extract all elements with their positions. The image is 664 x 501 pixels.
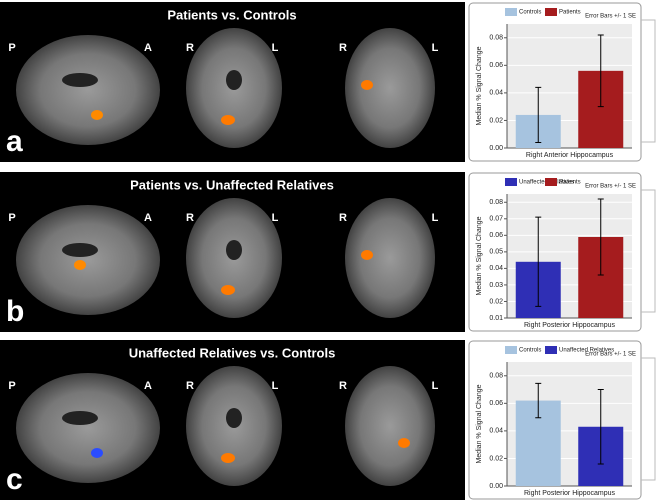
y-axis-label: Median % Signal Change <box>476 46 483 125</box>
legend-label: Patients <box>559 180 581 186</box>
note: Error Bars +/- 1 SE <box>585 352 636 358</box>
legend-label: Patients <box>559 10 581 16</box>
y-tick-label: 0.00 <box>489 483 503 490</box>
orientation-label: R <box>186 380 194 392</box>
y-tick-label: 0.02 <box>489 117 503 124</box>
panel-letter: b <box>6 295 24 328</box>
legend-label: Controls <box>519 10 541 16</box>
y-tick-label: 0.02 <box>489 298 503 305</box>
ventricle <box>226 408 242 428</box>
y-tick-label: 0.06 <box>489 400 503 407</box>
legend-swatch <box>545 8 557 16</box>
brain-sagittal <box>16 205 160 315</box>
brain-sagittal <box>16 373 160 483</box>
orientation-label: A <box>144 380 152 392</box>
legend-swatch <box>505 178 517 186</box>
panel-title: Patients vs. Unaffected Relatives <box>130 177 334 192</box>
y-tick-label: 0.04 <box>489 265 503 272</box>
panel-title: Unaffected Relatives vs. Controls <box>129 345 336 360</box>
activation <box>221 285 235 295</box>
panel-title: Patients vs. Controls <box>167 7 296 22</box>
orientation-label: P <box>8 212 15 224</box>
y-tick-label: 0.07 <box>489 216 503 223</box>
activation <box>221 453 235 463</box>
activation <box>74 260 86 270</box>
activation <box>91 448 103 458</box>
y-axis-label: Median % Signal Change <box>476 384 483 463</box>
orientation-label: R <box>339 212 347 224</box>
error-bar <box>535 216 542 307</box>
error-bar <box>597 389 604 465</box>
ventricle <box>62 73 98 87</box>
activation <box>91 110 103 120</box>
legend-label: Unaffected Relatives <box>559 348 614 354</box>
legend-label: Controls <box>519 348 541 354</box>
error-bar <box>597 198 604 276</box>
y-tick-label: 0.06 <box>489 62 503 69</box>
note: Error Bars +/- 1 SE <box>585 184 636 190</box>
brain-axial <box>345 28 435 148</box>
brain-sagittal <box>16 35 160 145</box>
orientation-label: A <box>144 212 152 224</box>
y-tick-label: 0.05 <box>489 249 503 256</box>
y-tick-label: 0.04 <box>489 90 503 97</box>
error-bar <box>535 382 542 419</box>
y-tick-label: 0.04 <box>489 428 503 435</box>
activation <box>398 438 410 448</box>
bracket <box>641 189 656 313</box>
y-tick-label: 0.06 <box>489 232 503 239</box>
legend-swatch <box>505 8 517 16</box>
panel-letter: c <box>6 463 23 496</box>
y-tick-label: 0.02 <box>489 455 503 462</box>
ventricle <box>62 243 98 257</box>
legend-swatch <box>545 346 557 354</box>
activation <box>361 80 373 90</box>
orientation-label: L <box>272 212 279 224</box>
orientation-label: L <box>432 212 439 224</box>
error-bar <box>535 86 542 143</box>
y-axis-label: Median % Signal Change <box>476 216 483 295</box>
ventricle <box>226 70 242 90</box>
ventricle <box>62 411 98 425</box>
orientation-label: A <box>144 42 152 54</box>
x-axis-label: Right Posterior Hippocampus <box>524 490 616 497</box>
legend-swatch <box>545 178 557 186</box>
x-axis-label: Right Posterior Hippocampus <box>524 322 616 329</box>
orientation-label: P <box>8 42 15 54</box>
y-tick-label: 0.08 <box>489 35 503 42</box>
activation <box>361 250 373 260</box>
orientation-label: L <box>432 380 439 392</box>
y-tick-label: 0.08 <box>489 199 503 206</box>
orientation-label: L <box>272 380 279 392</box>
note: Error Bars +/- 1 SE <box>585 14 636 20</box>
brain-axial <box>345 366 435 486</box>
orientation-label: L <box>272 42 279 54</box>
legend-swatch <box>505 346 517 354</box>
orientation-label: L <box>432 42 439 54</box>
y-tick-label: 0.00 <box>489 145 503 152</box>
bracket <box>641 357 656 481</box>
panel-letter: a <box>6 125 23 158</box>
bracket <box>641 19 656 143</box>
orientation-label: R <box>339 380 347 392</box>
x-axis-label: Right Anterior Hippocampus <box>526 152 614 159</box>
orientation-label: R <box>339 42 347 54</box>
activation <box>221 115 235 125</box>
error-bar <box>597 34 604 108</box>
orientation-label: R <box>186 42 194 54</box>
y-tick-label: 0.03 <box>489 282 503 289</box>
ventricle <box>226 240 242 260</box>
y-tick-label: 0.08 <box>489 373 503 380</box>
brain-axial <box>345 198 435 318</box>
orientation-label: P <box>8 380 15 392</box>
orientation-label: R <box>186 212 194 224</box>
y-tick-label: 0.01 <box>489 315 503 322</box>
